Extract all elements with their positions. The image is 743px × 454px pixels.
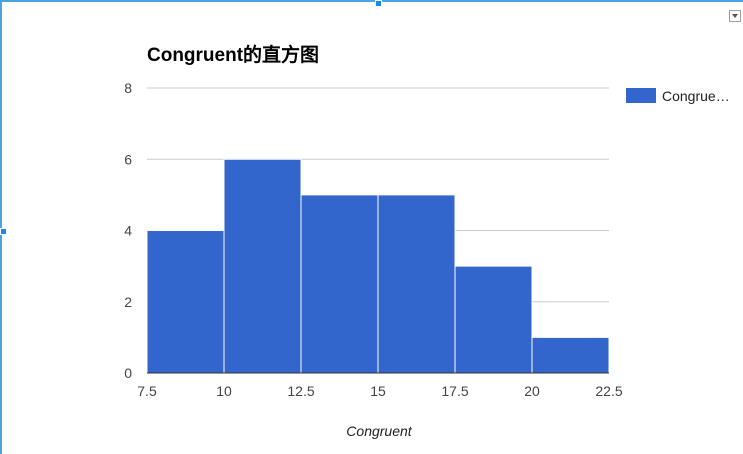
chart-title: Congruent的直方图 [147,43,319,66]
histogram-bar[interactable] [377,194,456,374]
histogram-bar[interactable] [146,230,225,374]
legend[interactable]: Congrue… [626,88,730,104]
chevron-down-icon [732,14,738,18]
histogram-bar[interactable] [531,336,610,374]
bars [146,158,610,374]
y-tick-label: 6 [124,151,132,167]
x-axis-label: Congruent [346,423,412,439]
histogram-bar[interactable] [223,158,302,374]
resize-handle-top[interactable] [375,0,382,7]
legend-label: Congrue… [662,88,730,104]
x-tick-label: 12.5 [287,383,314,399]
resize-handle-left[interactable] [0,228,7,235]
legend-swatch [626,88,656,103]
x-tick-label: 20 [524,383,540,399]
chart-menu-button[interactable] [729,10,741,22]
histogram-bar[interactable] [300,194,379,374]
x-tick-label: 22.5 [595,383,622,399]
x-tick-label: 15 [370,383,386,399]
x-tick-label: 7.5 [137,383,157,399]
tick-labels: 0 2 4 6 8 7.5 10 12.5 15 17.5 20 22.5 [124,80,623,399]
y-tick-label: 4 [124,223,132,239]
y-tick-label: 8 [124,80,132,96]
x-tick-label: 10 [216,383,232,399]
histogram-bar[interactable] [454,265,533,374]
y-tick-label: 0 [124,365,132,381]
x-tick-label: 17.5 [441,383,468,399]
y-tick-label: 2 [124,294,132,310]
